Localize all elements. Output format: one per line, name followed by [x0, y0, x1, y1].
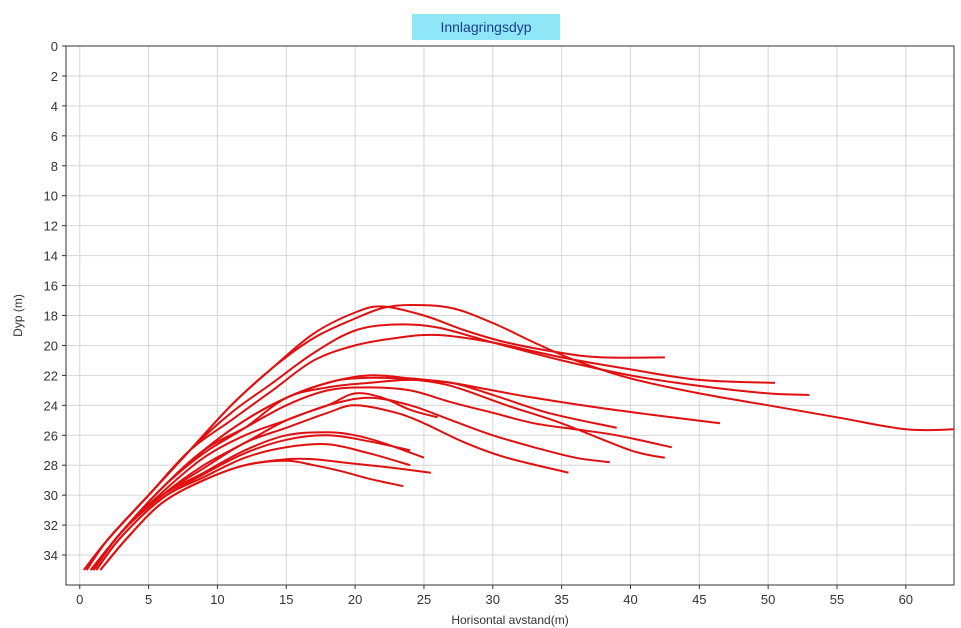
- y-tick-label: 22: [44, 368, 58, 383]
- y-tick-label: 4: [51, 99, 58, 114]
- series-line-11: [92, 404, 569, 571]
- x-axis-label: Horisontal avstand(m): [451, 613, 568, 627]
- series-line-4: [85, 333, 776, 571]
- y-tick-label: 6: [51, 129, 58, 144]
- x-tick-label: 0: [76, 592, 83, 607]
- x-tick-label: 15: [279, 592, 293, 607]
- series-lines: [83, 304, 955, 571]
- y-tick-label: 24: [44, 398, 58, 413]
- y-tick-label: 20: [44, 338, 58, 353]
- x-axis: 0 5 10 15 20 25 30 35 40 45 50 55 60: [76, 585, 913, 607]
- y-axis-label: Dyp (m): [11, 294, 25, 337]
- y-tick-label: 16: [44, 279, 58, 294]
- y-tick-label: 10: [44, 189, 58, 204]
- series-line-12: [92, 431, 425, 571]
- series-line-2: [83, 305, 665, 571]
- x-tick-label: 50: [761, 592, 775, 607]
- y-tick-label: 2: [51, 69, 58, 84]
- x-tick-label: 40: [623, 592, 637, 607]
- y-tick-label: 30: [44, 488, 58, 503]
- y-tick-label: 14: [44, 249, 58, 264]
- series-line-9: [92, 396, 610, 571]
- x-tick-label: 20: [348, 592, 362, 607]
- series-line-8: [90, 374, 721, 571]
- x-tick-label: 10: [210, 592, 224, 607]
- x-tick-label: 55: [830, 592, 844, 607]
- x-tick-label: 30: [486, 592, 500, 607]
- series-line-14: [95, 434, 411, 571]
- series-line-16: [99, 459, 404, 571]
- y-tick-label: 0: [51, 39, 58, 54]
- x-tick-label: 35: [554, 592, 568, 607]
- series-line-3: [85, 323, 810, 571]
- y-tick-label: 26: [44, 428, 58, 443]
- y-tick-label: 32: [44, 518, 58, 533]
- x-tick-label: 45: [692, 592, 706, 607]
- x-tick-label: 5: [145, 592, 152, 607]
- x-tick-label: 60: [899, 592, 913, 607]
- y-tick-label: 34: [44, 548, 58, 563]
- y-tick-label: 8: [51, 159, 58, 174]
- chart-title: Innlagringsdyp: [412, 14, 560, 40]
- x-tick-label: 25: [417, 592, 431, 607]
- y-tick-label: 28: [44, 458, 58, 473]
- y-tick-label: 18: [44, 309, 58, 324]
- grid-lines: [66, 45, 954, 585]
- y-tick-label: 12: [44, 219, 58, 234]
